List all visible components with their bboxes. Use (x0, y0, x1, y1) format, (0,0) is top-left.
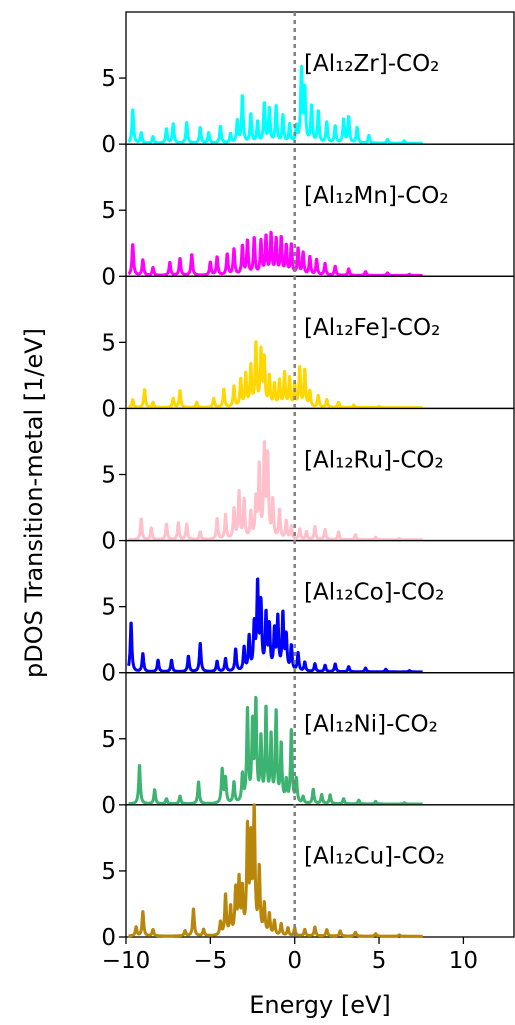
panel: 0 5 [Al₁₂Mn]-CO₂ (101, 143, 515, 290)
pdos-series-line (127, 440, 424, 542)
panel-label: [Al₁₂Cu]-CO₂ (304, 844, 445, 870)
panel-frame (125, 275, 515, 410)
panel-frame (125, 539, 515, 674)
pdos-series-line (127, 695, 424, 806)
y-tick-label: 5 (101, 330, 116, 356)
pdos-series-line (127, 64, 424, 145)
panel-frame (125, 143, 515, 277)
pdos-series-line (127, 577, 424, 674)
panels-group: 0 5 [Al₁₂Zr]-CO₂ 0 5 [Al₁₂Mn]-CO₂ 0 5 [Al₁₂Fe]-C… (101, 11, 515, 951)
y-tick-label: 5 (101, 198, 116, 224)
y-tick-label: 5 (101, 595, 116, 621)
x-tick-label: −10 (102, 948, 151, 974)
x-tick-label: −5 (193, 948, 227, 974)
x-tick-label: 0 (287, 948, 302, 974)
y-tick-label: 0 (101, 396, 116, 422)
x-axis-label: Energy [eV] (249, 991, 391, 1019)
y-tick-label: 0 (101, 661, 116, 687)
x-tick-label: 10 (449, 948, 478, 974)
y-tick-label: 0 (101, 132, 116, 158)
panel-label: [Al₁₂Ru]-CO₂ (304, 447, 444, 473)
panel: 0 5 [Al₁₂Cu]-CO₂ (101, 803, 515, 951)
panel: 0 5 [Al₁₂Zr]-CO₂ (101, 11, 515, 158)
pdos-series-line (127, 340, 424, 410)
y-tick-label: 0 (101, 925, 116, 951)
panel: 0 5 [Al₁₂Ru]-CO₂ (101, 407, 515, 555)
y-axis-label: pDOS Transition-metal [1/eV] (20, 328, 48, 678)
pdos-series-line (127, 803, 424, 938)
panel-frame (125, 804, 515, 938)
x-ticks: −10 −5 0 5 10 (102, 937, 478, 974)
panel: 0 5 [Al₁₂Ni]-CO₂ (101, 672, 515, 819)
y-tick-label: 5 (101, 727, 116, 753)
panel-label: [Al₁₂Fe]-CO₂ (304, 315, 440, 341)
y-tick-label: 0 (101, 264, 116, 290)
y-tick-label: 5 (101, 859, 116, 885)
pdos-series-line (127, 230, 424, 277)
panel-frame (125, 672, 515, 806)
y-tick-label: 5 (101, 463, 116, 489)
panel-label: [Al₁₂Ni]-CO₂ (304, 712, 438, 738)
x-tick-label: 5 (372, 948, 387, 974)
panel: 0 5 [Al₁₂Fe]-CO₂ (101, 275, 515, 422)
panel: 0 5 [Al₁₂Co]-CO₂ (101, 539, 515, 687)
y-tick-label: 0 (101, 793, 116, 819)
panel-label: [Al₁₂Mn]-CO₂ (304, 183, 449, 209)
panel-label: [Al₁₂Co]-CO₂ (304, 579, 444, 605)
panel-frame (125, 407, 515, 542)
panel-label: [Al₁₂Zr]-CO₂ (304, 51, 439, 77)
y-tick-label: 0 (101, 529, 116, 555)
y-tick-label: 5 (101, 66, 116, 92)
